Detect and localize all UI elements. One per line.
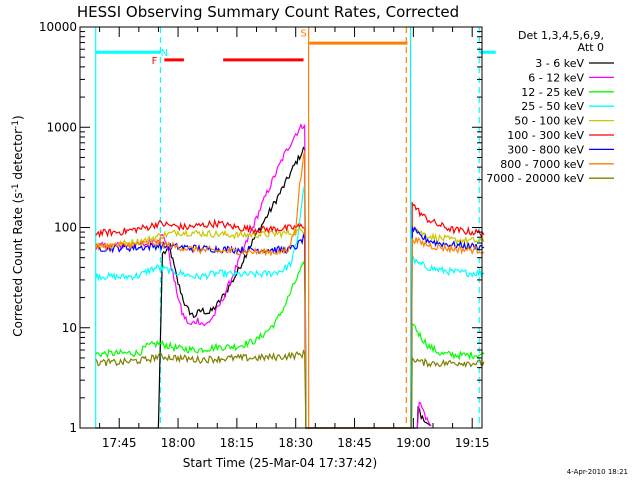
x-tick-label: 18:00 xyxy=(161,436,196,450)
x-tick-label: 18:45 xyxy=(337,436,372,450)
series-line-1 xyxy=(95,123,432,429)
x-tick-label: 19:15 xyxy=(455,436,490,450)
x-tick-label: 18:30 xyxy=(278,436,313,450)
plot-area: NF S xyxy=(95,27,496,429)
legend-label: 50 - 100 keV xyxy=(514,115,584,128)
legend-label: 3 - 6 keV xyxy=(535,57,584,70)
series-line-8 xyxy=(95,348,485,429)
state-flag-n: N xyxy=(161,48,168,59)
plot-frame xyxy=(79,26,483,429)
legend-header: Det 1,3,4,5,6,9, xyxy=(518,29,604,42)
axis-ticks: 1 10 100 1000 10000 17:45 18:00 18:15 18:30 18:45… xyxy=(39,20,490,450)
series-line-7 xyxy=(95,150,485,429)
legend-label: 300 - 800 keV xyxy=(507,143,584,156)
series-line-4 xyxy=(95,225,485,429)
x-tick-label: 18:15 xyxy=(220,436,255,450)
y-axis-label: Corrected Count Rate (s-1 detector-1) xyxy=(11,115,25,336)
series-line-6 xyxy=(95,226,485,429)
chart-title: HESSI Observing Summary Count Rates, Cor… xyxy=(77,3,459,21)
y-tick-label: 10000 xyxy=(39,20,77,34)
legend-label: 100 - 300 keV xyxy=(507,129,584,142)
state-flag-f: F xyxy=(152,56,158,67)
legend-label: 800 - 7000 keV xyxy=(500,158,584,171)
series-line-2 xyxy=(95,260,485,429)
x-tick-label: 17:45 xyxy=(102,436,137,450)
legend-label: 25 - 50 keV xyxy=(521,100,584,113)
date-stamp: 4-Apr-2010 18:21 xyxy=(567,468,628,476)
legend-label: 7000 - 20000 keV xyxy=(486,172,584,185)
y-tick-label: 100 xyxy=(54,221,77,235)
series-line-5 xyxy=(95,200,485,429)
x-axis-label: Start Time (25-Mar-04 17:37:42) xyxy=(183,456,377,470)
series-line-0 xyxy=(95,146,432,429)
legend-header: Att 0 xyxy=(578,41,604,54)
legend-label: 12 - 25 keV xyxy=(521,86,584,99)
series-line-3 xyxy=(95,185,485,429)
legend-label: 6 - 12 keV xyxy=(528,71,584,84)
state-flag-s: S xyxy=(300,29,306,40)
y-tick-label: 1 xyxy=(69,421,77,435)
y-tick-label: 10 xyxy=(62,321,77,335)
x-tick-label: 19:00 xyxy=(396,436,431,450)
y-tick-label: 1000 xyxy=(46,120,77,134)
